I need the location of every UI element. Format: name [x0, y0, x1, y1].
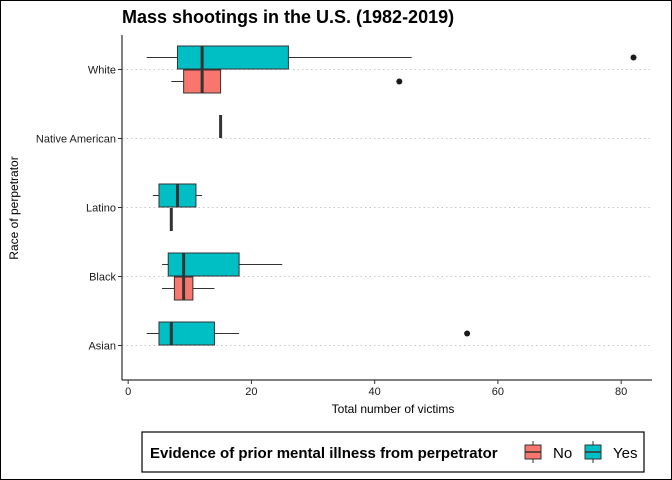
y-axis-title: Race of perpetrator: [7, 156, 21, 259]
x-axis-ticks: 0 20 40 60 80: [125, 380, 627, 398]
legend-box: [141, 431, 645, 473]
y-tick-label: Black: [89, 272, 116, 284]
x-tick-label: 80: [615, 386, 627, 398]
box-yes-black: [167, 252, 240, 277]
y-tick-label: Asian: [88, 341, 116, 353]
outlier-no-white: [396, 78, 403, 85]
boxplot-marks: [146, 45, 637, 346]
outlier-yes-asian: [464, 330, 471, 337]
x-tick-label: 40: [369, 386, 381, 398]
legend-label-yes: Yes: [613, 445, 637, 462]
legend-keys: No Yes: [524, 441, 637, 463]
outlier-yes-white: [630, 54, 637, 61]
y-axis-ticks: White Native American Latino Black Asian: [36, 65, 122, 353]
gridlines: [122, 69, 652, 346]
chart-title: Mass shootings in the U.S. (1982-2019): [122, 7, 454, 27]
x-tick-label: 60: [492, 386, 504, 398]
x-tick-label: 20: [245, 386, 257, 398]
legend-label-no: No: [553, 445, 572, 462]
y-tick-label: Native American: [36, 134, 116, 146]
legend-title: Evidence of prior mental illness from pe…: [150, 445, 498, 462]
y-tick-label: White: [88, 65, 116, 77]
x-axis-title: Total number of victims: [332, 402, 455, 416]
legend: Evidence of prior mental illness from pe…: [141, 431, 645, 473]
x-tick-label: 0: [125, 386, 131, 398]
box-yes-asian: [158, 321, 215, 346]
y-tick-label: Latino: [86, 203, 116, 215]
box-yes-white: [176, 45, 289, 70]
